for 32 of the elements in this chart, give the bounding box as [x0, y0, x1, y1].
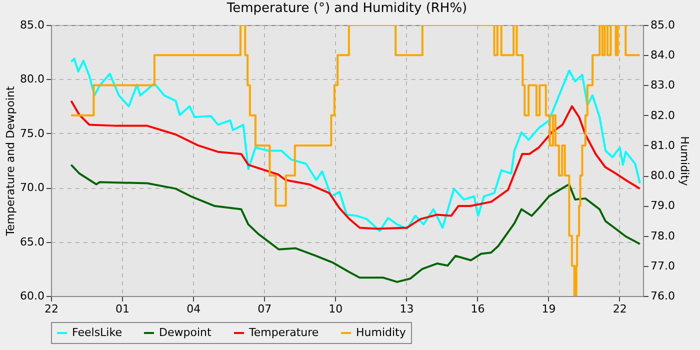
y2-tick-label: 77.0: [650, 259, 675, 272]
y-tick-label: 85.0: [20, 18, 44, 32]
y2-tick-label: 78.0: [650, 229, 675, 242]
y-tick-label: 80.0: [20, 72, 44, 86]
y2-tick-label: 76.0: [650, 290, 675, 302]
x-tick-label: 16: [470, 302, 485, 316]
x-tick-label: 07: [258, 302, 272, 316]
x-tick-label: 19: [542, 302, 556, 316]
y2-tick-label: 82.0: [650, 108, 675, 122]
y-tick-label: 60.0: [20, 290, 44, 302]
chart-title: Temperature (°) and Humidity (RH%): [226, 1, 468, 16]
legend-label: Dewpoint: [159, 326, 212, 339]
y2-tick-label: 80.0: [650, 169, 675, 182]
legend-label: FeelsLike: [72, 326, 122, 339]
x-tick-label: 04: [186, 302, 201, 316]
x-tick-label: 22: [44, 302, 58, 316]
y2-tick-label: 81.0: [650, 138, 675, 152]
y-axis-title: Temperature and Dewpoint: [4, 85, 18, 237]
y2-tick-label: 84.0: [650, 48, 675, 62]
legend-label: Temperature: [248, 326, 319, 339]
y2-tick-label: 85.0: [650, 18, 675, 32]
y2-tick-label: 83.0: [650, 78, 675, 92]
y-tick-label: 70.0: [20, 181, 44, 194]
y-tick-label: 75.0: [20, 126, 44, 140]
x-tick-label: 13: [400, 302, 414, 316]
x-tick-label: 01: [116, 302, 130, 316]
x-tick-label: 22: [612, 302, 627, 316]
y-tick-label: 65.0: [20, 235, 44, 248]
y2-tick-label: 79.0: [650, 199, 675, 212]
legend-label: Humidity: [356, 326, 406, 339]
y2-axis-title: Humidity: [678, 136, 691, 186]
x-tick-label: 10: [328, 302, 343, 316]
